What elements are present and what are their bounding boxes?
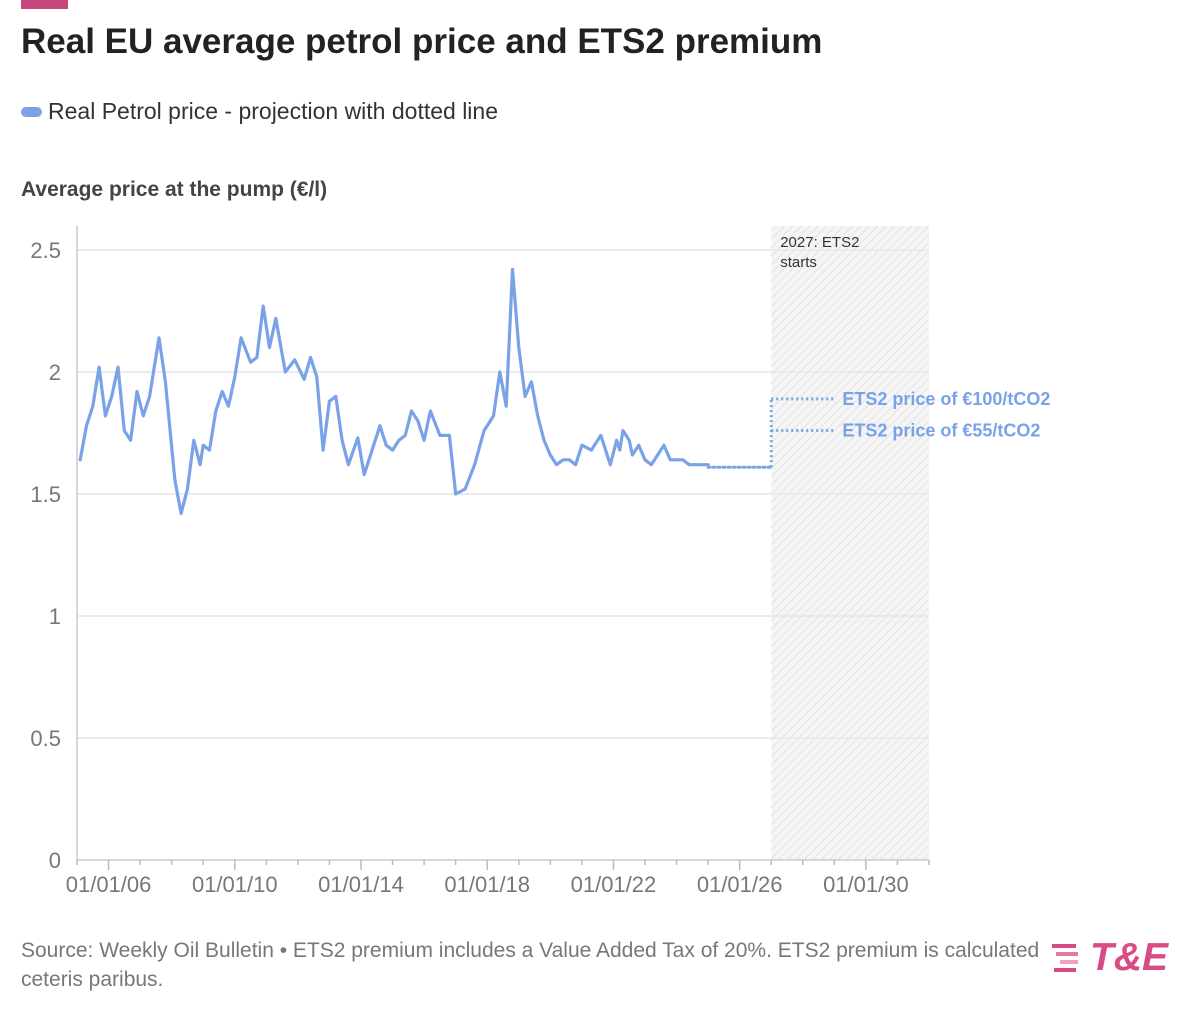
y-tick-label: 1 <box>49 604 61 629</box>
x-tick-label: 01/01/18 <box>444 872 530 897</box>
line-chart: 2027: ETS2 starts 0 0.5 1 1.5 2 2.5 01/01/06 01/… <box>30 226 1050 897</box>
x-tick-label: 01/01/14 <box>318 872 404 897</box>
ets2-shaded-region <box>771 226 929 860</box>
y-tick-label: 2 <box>49 360 61 385</box>
logo-lines-icon <box>1052 944 1078 972</box>
legend-label: Real Petrol price - projection with dott… <box>48 98 499 124</box>
shaded-region-label: 2027: ETS2 starts <box>780 234 859 271</box>
y-tick-label: 1.5 <box>30 482 61 507</box>
accent-bar <box>21 0 68 9</box>
legend-swatch <box>21 106 42 117</box>
te-logo: T&E <box>1052 936 1182 982</box>
x-tick-label: 01/01/06 <box>66 872 152 897</box>
legend: Real Petrol price - projection with dott… <box>21 98 498 125</box>
y-tick-label: 2.5 <box>30 238 61 263</box>
petrol-price-line <box>78 267 710 516</box>
y-tick-label: 0.5 <box>30 726 61 751</box>
premium-label: ETS2 price of €100/tCO2 <box>842 389 1050 409</box>
y-axis-title: Average price at the pump (€/l) <box>21 178 328 201</box>
logo-text: T&E <box>1090 936 1168 979</box>
x-tick-label: 01/01/22 <box>571 872 657 897</box>
shaded-region-label-line: starts <box>780 254 817 271</box>
shaded-region-label-line: 2027: ETS2 <box>780 234 859 251</box>
x-tick-label: 01/01/10 <box>192 872 278 897</box>
y-tick-label: 0 <box>49 848 61 873</box>
x-tick-label: 01/01/30 <box>823 872 909 897</box>
source-note: Source: Weekly Oil Bulletin • ETS2 premi… <box>21 939 1040 991</box>
chart-title: Real EU average petrol price and ETS2 pr… <box>21 22 823 61</box>
x-tick-label: 01/01/26 <box>697 872 783 897</box>
premium-label: ETS2 price of €55/tCO2 <box>842 421 1040 441</box>
